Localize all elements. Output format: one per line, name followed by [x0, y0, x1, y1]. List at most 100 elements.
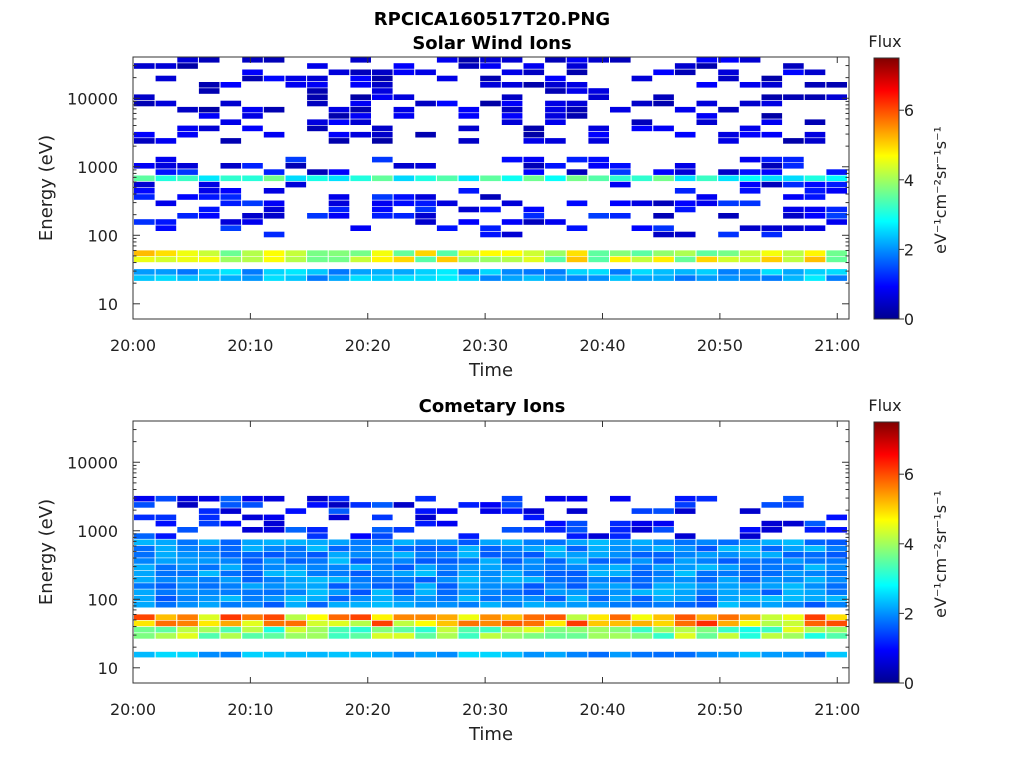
- heatmap-cell: [393, 577, 415, 583]
- heatmap-cell: [566, 57, 588, 63]
- y-tick-label: 10: [98, 659, 118, 678]
- heatmap-cell: [566, 633, 588, 639]
- heatmap-cell: [545, 138, 566, 144]
- heatmap-cell: [631, 633, 653, 639]
- heatmap-cell: [739, 626, 761, 633]
- heatmap-cell: [436, 626, 458, 633]
- heatmap-cell: [350, 533, 371, 539]
- heatmap-cell: [307, 94, 328, 100]
- x-tick-label: 20:10: [227, 336, 273, 355]
- heatmap-cell: [458, 219, 480, 225]
- heatmap-cell: [566, 577, 588, 583]
- heatmap-cell: [307, 527, 328, 533]
- heatmap-cell: [545, 570, 566, 577]
- heatmap-cell: [436, 225, 458, 231]
- heatmap-cell: [631, 539, 653, 546]
- heatmap-cell: [285, 601, 307, 608]
- heatmap-cell: [372, 577, 393, 583]
- heatmap-cell: [545, 564, 566, 571]
- heatmap-cell: [263, 520, 285, 527]
- heatmap-cell: [501, 502, 523, 508]
- heatmap-cell: [285, 595, 307, 602]
- heatmap-cell: [501, 633, 523, 639]
- heatmap-cell: [739, 225, 761, 231]
- heatmap-cell: [674, 131, 696, 138]
- heatmap-cell: [653, 520, 674, 527]
- heatmap-cell: [480, 269, 501, 275]
- heatmap-cell: [696, 113, 718, 119]
- heatmap-cell: [436, 633, 458, 639]
- heatmap-cell: [826, 256, 847, 263]
- heatmap-cell: [263, 75, 285, 82]
- heatmap-cell: [588, 138, 609, 144]
- heatmap-cell: [134, 539, 155, 546]
- heatmap-cell: [480, 651, 501, 658]
- heatmap-cell: [610, 595, 631, 602]
- heatmap-cell: [674, 570, 696, 577]
- heatmap-cell: [198, 577, 220, 583]
- heatmap-cell: [134, 188, 155, 194]
- heatmap-cell: [393, 626, 415, 633]
- heatmap-cell: [783, 633, 804, 639]
- heatmap-cell: [501, 564, 523, 571]
- heatmap-cell: [653, 589, 674, 595]
- heatmap-cell: [350, 100, 371, 107]
- heatmap-cell: [458, 138, 480, 144]
- heatmap-cell: [653, 125, 674, 132]
- figure-title: RPCICA160517T20.PNG: [374, 9, 610, 30]
- heatmap-cell: [588, 545, 609, 552]
- heatmap-cell: [177, 63, 198, 69]
- heatmap-cell: [804, 527, 826, 533]
- heatmap-cell: [610, 558, 631, 564]
- heatmap-cell: [739, 188, 761, 194]
- heatmap-cell: [653, 601, 674, 608]
- heatmap-cell: [588, 558, 609, 564]
- y-tick-label: 10: [98, 295, 118, 314]
- colorbar-tick-label: 6: [904, 465, 914, 484]
- heatmap-cell: [458, 539, 480, 546]
- heatmap-cell: [285, 156, 307, 163]
- heatmap-cell: [350, 256, 371, 263]
- heatmap-cell: [177, 595, 198, 602]
- heatmap-cell: [739, 614, 761, 620]
- heatmap-cell: [307, 558, 328, 564]
- heatmap-cell: [653, 250, 674, 256]
- heatmap-cell: [372, 589, 393, 595]
- heatmap-cell: [545, 527, 566, 533]
- heatmap-cell: [631, 570, 653, 577]
- heatmap-cell: [718, 138, 739, 144]
- heatmap-cell: [350, 94, 371, 100]
- heatmap-cell: [739, 275, 761, 281]
- heatmap-cell: [523, 63, 545, 69]
- heatmap-cell: [761, 94, 783, 100]
- heatmap-cell: [263, 558, 285, 564]
- y-axis-label: Energy (eV): [36, 499, 57, 605]
- heatmap-cell: [220, 552, 242, 558]
- heatmap-cell: [177, 502, 198, 508]
- heatmap-cell: [480, 626, 501, 633]
- heatmap-cell: [263, 256, 285, 263]
- heatmap-cell: [501, 256, 523, 263]
- heatmap-cell: [480, 100, 501, 107]
- heatmap-cell: [134, 583, 155, 589]
- heatmap-cell: [177, 626, 198, 633]
- heatmap-cell: [177, 250, 198, 256]
- heatmap-cell: [155, 520, 177, 527]
- heatmap-cell: [718, 552, 739, 558]
- heatmap-cell: [220, 188, 242, 194]
- heatmap-cell: [198, 589, 220, 595]
- heatmap-cell: [242, 250, 263, 256]
- heatmap-cell: [198, 125, 220, 132]
- colorbar-tick-label: 0: [904, 674, 914, 693]
- heatmap-cell: [783, 256, 804, 263]
- heatmap-cell: [718, 564, 739, 571]
- heatmap-cell: [177, 651, 198, 658]
- heatmap-cell: [761, 113, 783, 119]
- heatmap-cell: [826, 570, 847, 577]
- heatmap-cell: [328, 275, 350, 281]
- heatmap-cell: [198, 552, 220, 558]
- heatmap-cell: [523, 163, 545, 169]
- heatmap-cell: [436, 508, 458, 514]
- heatmap-cell: [458, 113, 480, 119]
- heatmap-cell: [458, 589, 480, 595]
